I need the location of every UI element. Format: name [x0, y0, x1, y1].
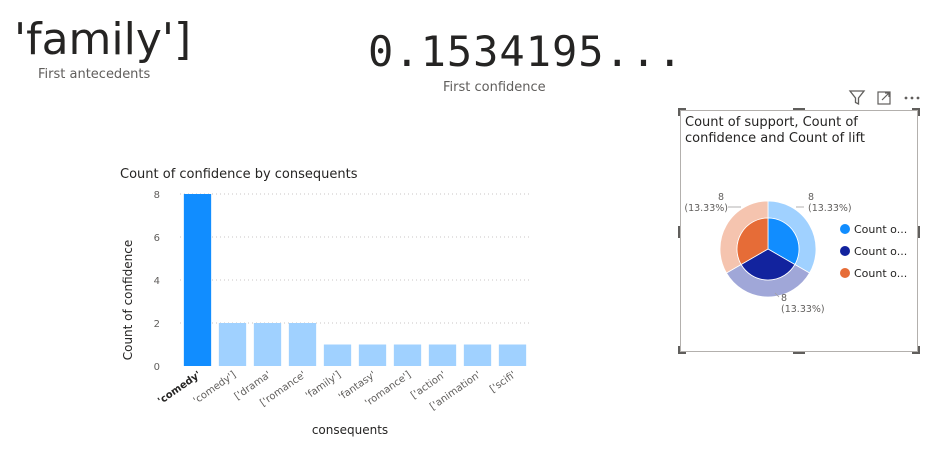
legend-item-label[interactable]: Count o...: [854, 267, 907, 280]
bar-chart-xlabel: consequents: [312, 423, 388, 437]
legend-marker: [840, 246, 850, 256]
pie-chart-visual[interactable]: Count of support, Count of confidence an…: [680, 110, 918, 352]
bar-0[interactable]: [183, 194, 212, 366]
resize-handle-top-right[interactable]: [918, 108, 920, 116]
bar-ytick-label: 2: [154, 319, 160, 330]
legend-item-label[interactable]: Count o...: [854, 223, 907, 236]
bar-3[interactable]: [288, 323, 317, 366]
resize-handle-left[interactable]: [678, 226, 680, 238]
pie-label-leader: [774, 292, 780, 298]
resize-handle-bottom-left[interactable]: [678, 352, 686, 354]
resize-handle-top-left[interactable]: [678, 108, 680, 116]
legend-marker: [840, 224, 850, 234]
resize-handle-top[interactable]: [793, 108, 805, 110]
pie-inner-slice-2[interactable]: [736, 217, 769, 266]
resize-handle-bottom[interactable]: [793, 352, 805, 354]
card-antecedents-label: First antecedents: [38, 67, 151, 82]
bar-1[interactable]: [218, 323, 247, 366]
resize-handle-top-right[interactable]: [912, 108, 920, 110]
bar-ytick-label: 8: [154, 190, 160, 201]
more-options-icon[interactable]: [904, 96, 920, 100]
bar-8[interactable]: [463, 344, 492, 367]
resize-handle-top-left[interactable]: [678, 108, 686, 110]
card-confidence-label: First confidence: [443, 80, 546, 95]
resize-handle-right[interactable]: [918, 226, 920, 238]
bar-7[interactable]: [428, 344, 457, 367]
resize-handle-bottom-right[interactable]: [918, 346, 920, 354]
bar-6[interactable]: [393, 344, 422, 367]
card-antecedents-value: 'family']: [14, 14, 192, 65]
bar-ytick-label: 6: [154, 233, 160, 244]
bar-chart[interactable]: Count of confidence by consequents Count…: [110, 160, 550, 450]
pie-data-label-value: 8: [718, 192, 724, 203]
bar-xtick-label: 'family']: [304, 369, 343, 401]
bar-chart-ylabel: Count of confidence: [121, 240, 135, 361]
bar-ytick-label: 4: [154, 276, 160, 287]
bar-ytick-label: 0: [154, 362, 160, 373]
focus-mode-icon[interactable]: [877, 91, 891, 105]
pie-data-label-percent: (13.33%): [808, 203, 852, 214]
visual-header: [846, 88, 926, 108]
pie-data-label-percent: (13.33%): [781, 304, 825, 315]
legend-item-label[interactable]: Count o...: [854, 245, 907, 258]
pie-data-label-value: 8: [781, 293, 787, 304]
pie-chart-title-line-1: Count of support, Count of: [685, 115, 858, 130]
bar-xtick-label: ['scifi': [488, 369, 518, 395]
legend-marker: [840, 268, 850, 278]
bar-2[interactable]: [253, 323, 282, 366]
pie-data-label-value: 8: [808, 192, 814, 203]
resize-handle-bottom-right[interactable]: [912, 352, 920, 354]
bar-chart-title: Count of confidence by consequents: [120, 167, 358, 182]
bar-5[interactable]: [358, 344, 387, 367]
resize-handle-bottom-left[interactable]: [678, 346, 680, 354]
pie-data-label-percent: (13.33%): [684, 203, 728, 214]
pie-chart-title-line-2: confidence and Count of lift: [685, 131, 865, 146]
filter-icon[interactable]: [848, 90, 866, 106]
bar-4[interactable]: [323, 344, 352, 367]
bar-9[interactable]: [498, 344, 527, 367]
card-confidence-value: 0.1534195...: [368, 27, 684, 76]
